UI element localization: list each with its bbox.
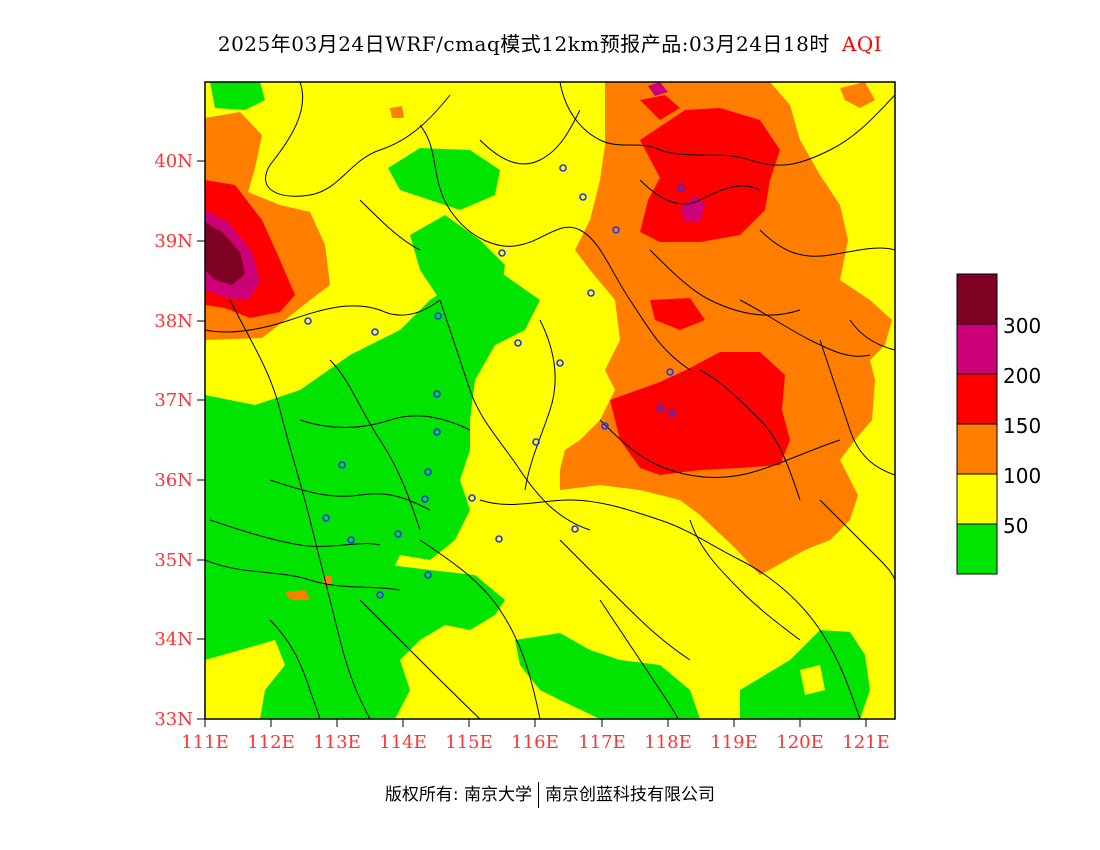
footer-divider bbox=[538, 782, 540, 808]
legend-label: 150 bbox=[1003, 414, 1041, 438]
legend-swatch-hazardous bbox=[956, 273, 998, 325]
legend-label: 200 bbox=[1003, 364, 1041, 388]
legend-swatch-moderate bbox=[956, 473, 998, 525]
x-tick-label: 121E bbox=[842, 732, 890, 753]
y-tick-label: 33N bbox=[154, 709, 193, 730]
copyright-owner: 版权所有: 南京大学 bbox=[384, 785, 533, 805]
aqi-field bbox=[205, 82, 895, 719]
legend-swatch-good bbox=[956, 523, 998, 575]
title-variable: AQI bbox=[841, 32, 883, 56]
y-tick-label: 40N bbox=[154, 151, 193, 172]
x-axis-labels: 111E 112E 113E 114E 115E 116E 117E 118E … bbox=[181, 732, 890, 753]
x-tick-label: 118E bbox=[644, 732, 692, 753]
y-tick-label: 39N bbox=[154, 231, 193, 252]
legend-label: 50 bbox=[1003, 514, 1028, 538]
y-tick-label: 36N bbox=[154, 470, 193, 491]
x-tick-label: 112E bbox=[247, 732, 295, 753]
x-tick-label: 116E bbox=[511, 732, 559, 753]
title-text: 2025年03月24日WRF/cmaq模式12km预报产品:03月24日18时 bbox=[217, 32, 830, 56]
station-markers bbox=[304, 164, 685, 599]
y-tick-label: 35N bbox=[154, 550, 193, 571]
x-tick-label: 113E bbox=[313, 732, 361, 753]
legend-swatch-very-unhealthy bbox=[956, 323, 998, 375]
y-tick-label: 37N bbox=[154, 390, 193, 411]
aqi-zones-unhealthy bbox=[205, 95, 790, 475]
legend-label: 300 bbox=[1003, 314, 1041, 338]
x-tick-label: 120E bbox=[776, 732, 824, 753]
axis-ticks bbox=[197, 160, 867, 727]
aqi-legend: 300 200 150 100 50 bbox=[956, 273, 1041, 575]
legend-label: 100 bbox=[1003, 464, 1041, 488]
y-tick-label: 34N bbox=[154, 629, 193, 650]
x-tick-label: 119E bbox=[710, 732, 758, 753]
copyright-company: 南京创蓝科技有限公司 bbox=[545, 785, 716, 805]
admin-boundaries bbox=[205, 82, 895, 719]
y-tick-label: 38N bbox=[154, 311, 193, 332]
legend-swatch-sensitive bbox=[956, 423, 998, 475]
x-tick-label: 114E bbox=[379, 732, 427, 753]
map-title: 2025年03月24日WRF/cmaq模式12km预报产品:03月24日18时 A… bbox=[0, 28, 1100, 57]
x-tick-label: 111E bbox=[181, 732, 229, 753]
aqi-zones-good bbox=[205, 82, 870, 719]
y-axis-labels: 33N 34N 35N 36N 37N 38N 39N 40N bbox=[154, 151, 193, 730]
x-tick-label: 115E bbox=[445, 732, 493, 753]
x-tick-label: 117E bbox=[578, 732, 626, 753]
legend-swatch-unhealthy bbox=[956, 373, 998, 425]
aqi-zones-hazardous bbox=[205, 222, 245, 285]
copyright-footer: 版权所有: 南京大学 南京创蓝科技有限公司 bbox=[0, 780, 1100, 808]
